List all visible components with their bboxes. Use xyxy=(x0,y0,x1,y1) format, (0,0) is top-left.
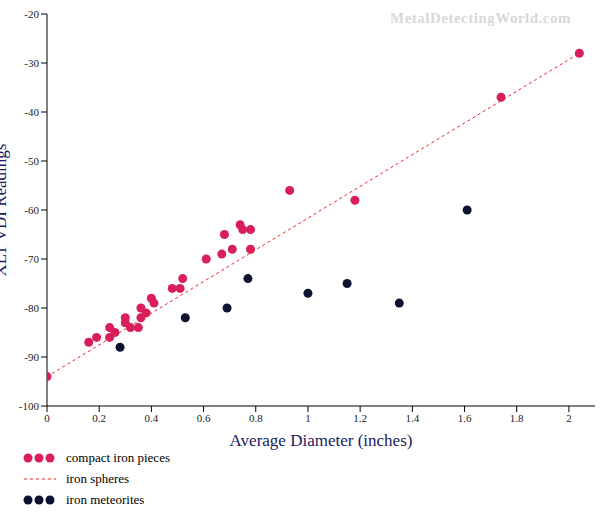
svg-text:0.4: 0.4 xyxy=(145,412,159,424)
svg-text:1.2: 1.2 xyxy=(353,412,367,424)
html-text:MetalDetectingWorld.com: MetalDetectingWorld.com xyxy=(390,10,571,26)
svg-text:0.2: 0.2 xyxy=(92,412,106,424)
svg-text:-40: -40 xyxy=(24,106,39,118)
svg-text:-90: -90 xyxy=(24,351,39,363)
svg-text:-60: -60 xyxy=(24,204,39,216)
html-text:iron spheres: iron spheres xyxy=(66,470,130,486)
svg-text:0.8: 0.8 xyxy=(249,412,263,424)
svg-text:1.8: 1.8 xyxy=(510,412,524,424)
svg-text:1.6: 1.6 xyxy=(458,412,472,424)
svg-text:1.4: 1.4 xyxy=(405,412,419,424)
svg-text:-80: -80 xyxy=(24,302,39,314)
html-text:iron meteorites: iron meteorites xyxy=(66,491,145,507)
svg-text:1: 1 xyxy=(305,412,311,424)
svg-text:-70: -70 xyxy=(24,253,39,265)
svg-text:-30: -30 xyxy=(24,57,39,69)
html-text:compact iron pieces: compact iron pieces xyxy=(66,449,170,465)
svg-text:-50: -50 xyxy=(24,155,39,167)
svg-text:2: 2 xyxy=(566,412,572,424)
svg-text:-20: -20 xyxy=(24,8,39,20)
svg-text:XLT VDI Readings: XLT VDI Readings xyxy=(8,144,10,277)
svg-text:0.6: 0.6 xyxy=(197,412,211,424)
svg-text:Average Diameter (inches): Average Diameter (inches) xyxy=(230,431,413,450)
svg-text:-100: -100 xyxy=(19,400,40,412)
svg-text:0: 0 xyxy=(44,412,50,424)
